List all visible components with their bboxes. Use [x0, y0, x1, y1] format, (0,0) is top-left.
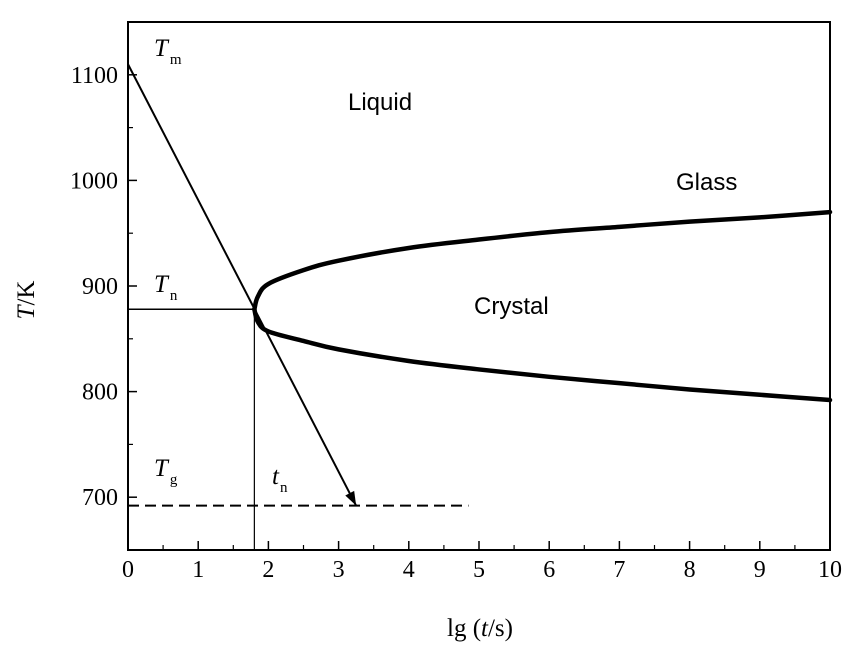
- region-label-glass: Glass: [676, 169, 737, 196]
- region-label-crystal: Crystal: [474, 293, 549, 320]
- symbol-t-n: tn: [272, 463, 288, 496]
- y-tick-label: 1100: [71, 63, 118, 89]
- x-tick-label: 4: [403, 557, 415, 583]
- y-axis-title: T/K: [13, 281, 40, 320]
- lower-nose-curve: [252, 306, 833, 403]
- cooling-line: [127, 63, 358, 507]
- x-tick-label: 9: [754, 557, 766, 583]
- x-tick-label: 0: [122, 557, 134, 583]
- y-tick-label: 1000: [70, 168, 118, 194]
- x-tick-label: 10: [818, 557, 842, 583]
- x-tick-label: 7: [613, 557, 625, 583]
- y-tick-label: 900: [82, 274, 118, 300]
- cooling-arrowhead: [345, 490, 357, 506]
- upper-nose-curve: [252, 209, 833, 312]
- curves: [252, 209, 833, 403]
- tick-labels: 0 1 2 3 4 5 6 7 8 9 10 700 800 900 1000 1100: [70, 63, 842, 583]
- x-tick-label: 1: [192, 557, 204, 583]
- x-tick-label: 5: [473, 557, 485, 583]
- plot-frame: [127, 21, 831, 551]
- x-tick-label: 2: [262, 557, 274, 583]
- data-lines: [127, 63, 469, 550]
- region-label-liquid: Liquid: [348, 89, 412, 116]
- y-tick-label: 800: [82, 380, 118, 406]
- x-axis-title: lg (t/s): [447, 615, 513, 642]
- y-tick-label: 700: [82, 485, 118, 511]
- x-tick-label: 6: [543, 557, 555, 583]
- x-tick-label: 8: [684, 557, 696, 583]
- x-tick-label: 3: [333, 557, 345, 583]
